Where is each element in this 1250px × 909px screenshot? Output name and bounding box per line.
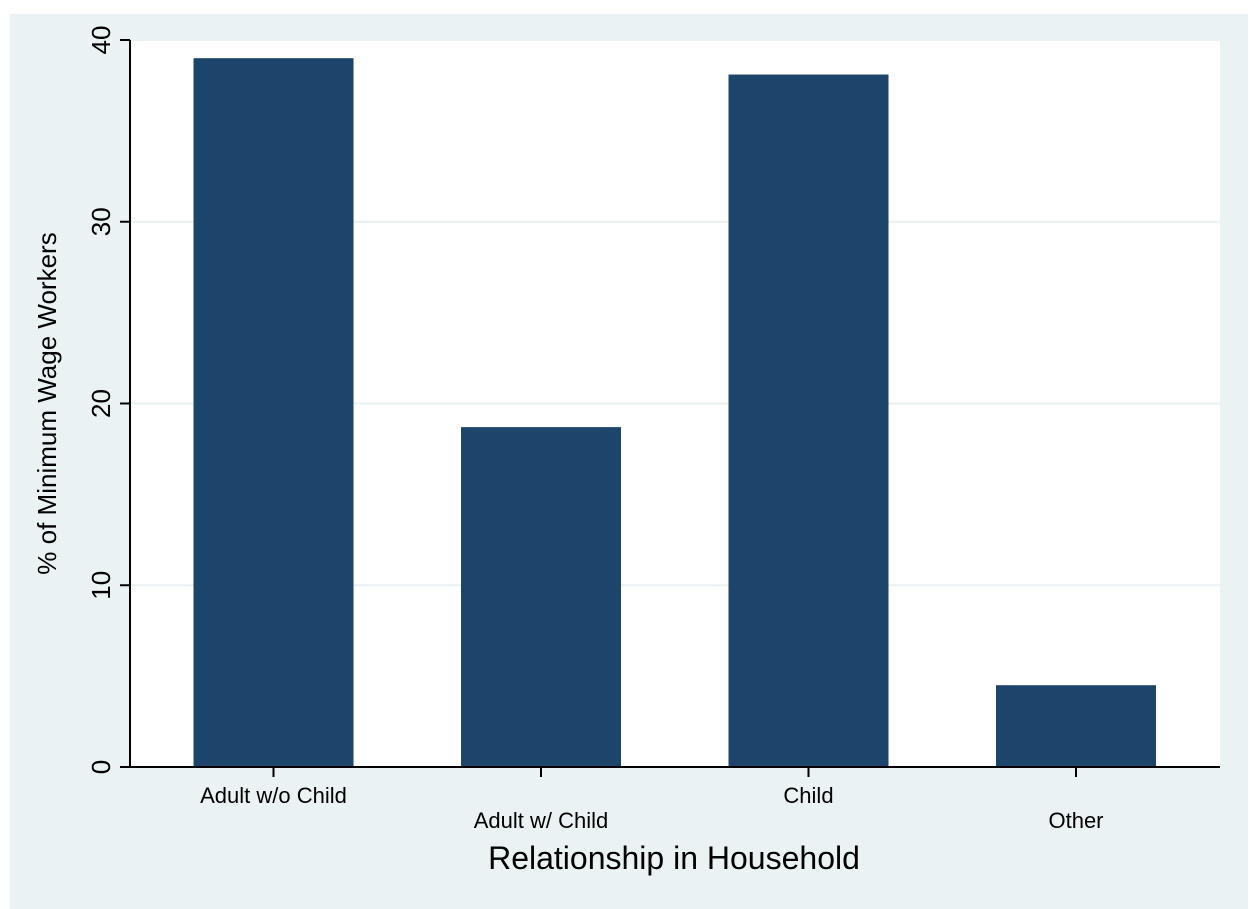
y-axis-ticks: 0 10 20 30 40 bbox=[86, 26, 130, 774]
y-tick-label-0: 0 bbox=[86, 760, 116, 774]
bar-child bbox=[728, 74, 889, 768]
x-axis-label: Relationship in Household bbox=[488, 840, 860, 876]
x-tick-label-3: Other bbox=[1048, 808, 1103, 833]
bar-adult-w-o-child bbox=[193, 58, 354, 768]
x-tick-label-0: Adult w/o Child bbox=[200, 783, 347, 808]
bar-chart: 0 10 20 30 40 Adult w/o Child Adult w/ Child C… bbox=[32, 26, 1220, 876]
y-tick-label-10: 10 bbox=[86, 571, 116, 600]
x-axis-ticks: Adult w/o Child Adult w/ Child Child Other bbox=[200, 767, 1104, 833]
bar-other bbox=[996, 685, 1156, 767]
y-tick-label-20: 20 bbox=[86, 389, 116, 418]
y-axis-label: % of Minimum Wage Workers bbox=[32, 232, 62, 574]
bars bbox=[193, 58, 1156, 768]
x-tick-label-1: Adult w/ Child bbox=[474, 808, 609, 833]
y-tick-label-30: 30 bbox=[86, 207, 116, 236]
chart-figure: 0 10 20 30 40 Adult w/o Child Adult w/ Child C… bbox=[10, 14, 1248, 909]
y-tick-label-40: 40 bbox=[86, 26, 116, 55]
x-tick-label-2: Child bbox=[783, 783, 833, 808]
bar-adult-w-child bbox=[461, 427, 621, 767]
